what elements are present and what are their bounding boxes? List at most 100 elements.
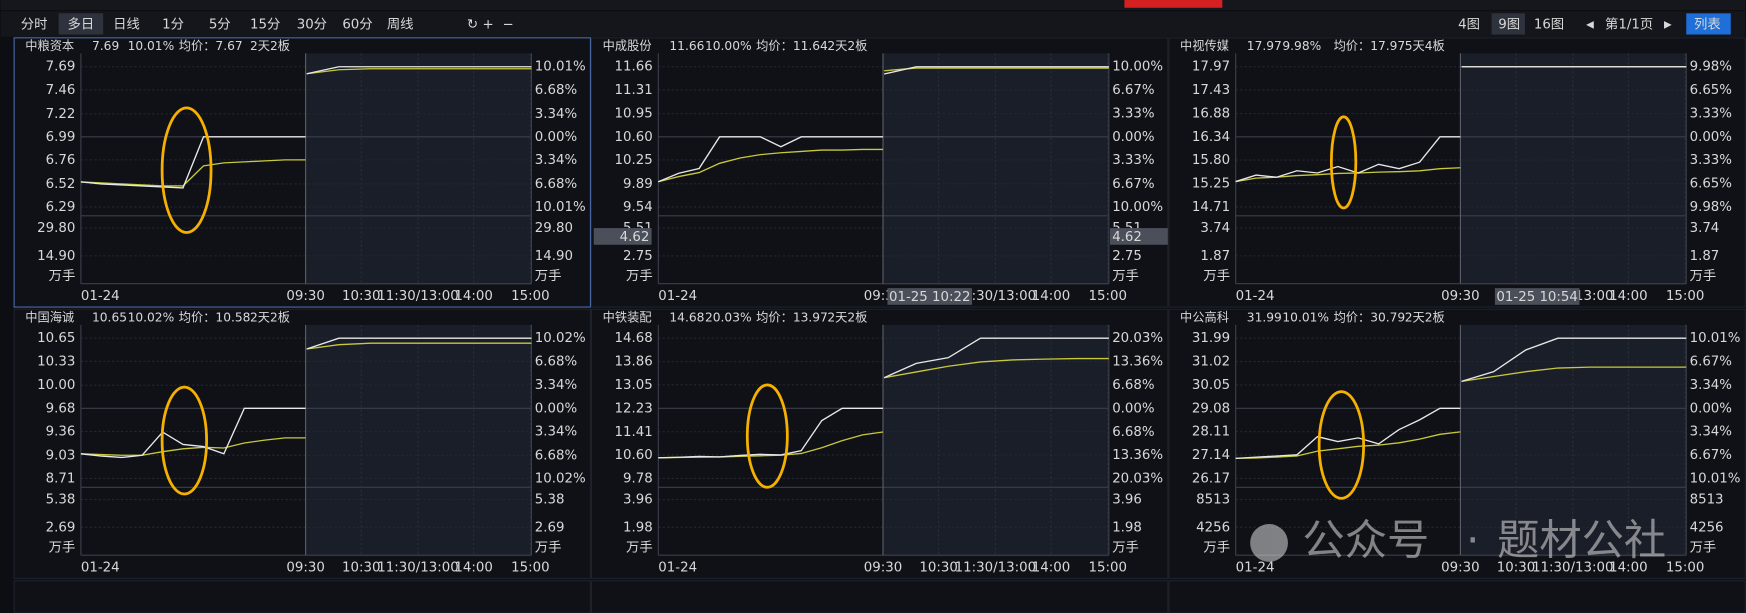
layout-tab[interactable]: 列表 [1694,16,1721,32]
price-line [658,136,884,183]
price-tick-label: 7.69 [46,60,76,75]
vol-tick-label: 14.90 [37,249,75,264]
time-label: 15:00 [1666,560,1704,575]
period-tab[interactable]: 分时 [21,16,48,32]
vol-tick-label: 1.98 [1112,520,1142,535]
time-label: 14:00 [1032,560,1070,575]
time-label: 09:30 [1441,560,1479,575]
time-label: 09:30 [1441,289,1479,304]
list-button[interactable] [1686,13,1731,35]
vol-tick-label: 4256 [1690,520,1724,535]
annotation-circle [160,385,208,496]
pct-tick-label: 6.68% [1112,425,1154,440]
price-tick-label: 13.86 [615,355,653,370]
time-label: 15:00 [1089,289,1127,304]
pct-tick-label: 6.65% [1690,177,1732,192]
board-count: 2天2板 [1405,311,1445,325]
layout-tab[interactable]: 第1/1页 [1605,15,1653,32]
hover-box [1109,228,1168,245]
period-tab[interactable]: 60分 [342,16,372,32]
time-label: 11:30/13:00 [377,289,458,304]
price-tick-label: 9.78 [623,471,653,486]
layout-tab[interactable]: 4图 [1458,17,1480,32]
layout-tab[interactable]: 16图 [1534,17,1564,32]
vol-tick-label: 1.98 [623,520,653,535]
vol-unit: 万手 [1203,539,1230,555]
pct-tick-label: 3.33% [1112,107,1154,122]
stock-name: 中国海诚 [25,310,74,325]
price-tick-label: 14.71 [1192,200,1230,215]
pct-tick-label: 0.00% [535,401,577,416]
layout-tab[interactable]: 9图 [1498,17,1520,32]
annotation-circle [160,106,213,234]
price-line [306,337,532,350]
period-tab[interactable]: 5分 [209,16,231,32]
price-tick-label: 15.80 [1192,153,1230,168]
watermark-dot: · [1466,515,1479,564]
prev-page[interactable]: ◀ [1586,19,1594,30]
stock-pct: 10.00% [705,39,752,53]
price-tick-label: 10.33 [37,354,75,369]
board-count: 2天2板 [827,311,867,325]
pct-tick-label: 6.68% [535,354,577,369]
refresh-icon[interactable]: ↻ [467,17,478,32]
vol-unit: 万手 [626,539,653,555]
period-tab[interactable]: 日线 [113,16,140,32]
next-page[interactable]: ▶ [1664,19,1672,30]
panel-bg [13,580,591,613]
period-tab[interactable]: 周线 [387,16,414,32]
vol-tick-label: 3.96 [1112,493,1142,508]
price-line [1235,407,1461,460]
avg-line [306,68,532,75]
price-tick-label: 11.31 [615,83,653,98]
pct-tick-label: 3.33% [1690,107,1732,122]
pct-tick-label: 3.34% [1690,378,1732,393]
vol-tick-label: 1.87 [1200,249,1230,264]
price-tick-label: 9.68 [46,401,76,416]
price-tick-label: 10.65 [37,331,75,346]
pct-tick-label: 6.68% [535,177,577,192]
vol-unit: 万手 [535,268,562,284]
price-tick-label: 9.89 [623,177,653,192]
time-label: 15:00 [1089,560,1127,575]
price-line [1235,136,1461,183]
pct-tick-label: 6.68% [535,83,577,98]
stock-price: 7.69 [92,39,119,53]
pct-tick-label: 0.00% [1112,130,1154,145]
time-label: 11:30/13:00 [377,560,458,575]
price-tick-label: 9.36 [46,424,76,439]
panel-bg [590,580,1169,613]
pct-tick-label: 0.00% [535,130,577,145]
zoom-out-icon[interactable]: − [503,17,514,32]
stock-pct: 9.98% [1282,39,1321,53]
pct-tick-label: 6.67% [1112,83,1154,98]
period-tab[interactable]: 1分 [162,16,184,32]
price-tick-label: 6.76 [46,153,76,168]
vol-tick-label: 4256 [1196,520,1230,535]
annotation-circle [745,383,789,489]
stock-panel[interactable]: 中粮资本 7.69 10.01% 均价：7.67 2天2板 7.69 10.01% 7.46 6… [13,37,591,308]
vol-unit: 万手 [1203,268,1230,284]
zoom-in-icon[interactable]: + [483,17,494,32]
board-count: 2天2板 [250,311,290,325]
price-tick-label: 26.17 [1192,471,1230,486]
period-tab[interactable]: 多日 [68,15,95,32]
time-label: 14:00 [1609,560,1647,575]
time-label: 01-24 [1236,560,1275,575]
vol-tick-label: 14.90 [535,249,573,264]
stock-avg: 均价：7.67 [179,39,243,53]
pct-tick-label: 10.00% [1112,60,1163,75]
pct-tick-label: 13.36% [1112,355,1163,370]
vol-tick-label: 2.75 [623,249,653,264]
period-tab[interactable]: 15分 [250,16,280,32]
pct-tick-label: 10.01% [1690,331,1741,346]
pct-tick-label: 6.67% [1690,355,1732,370]
period-tab[interactable]: 30分 [297,16,327,32]
time-label: 15:00 [511,289,549,304]
stock-price: 31.99 [1247,311,1282,325]
hover-box [593,228,652,245]
